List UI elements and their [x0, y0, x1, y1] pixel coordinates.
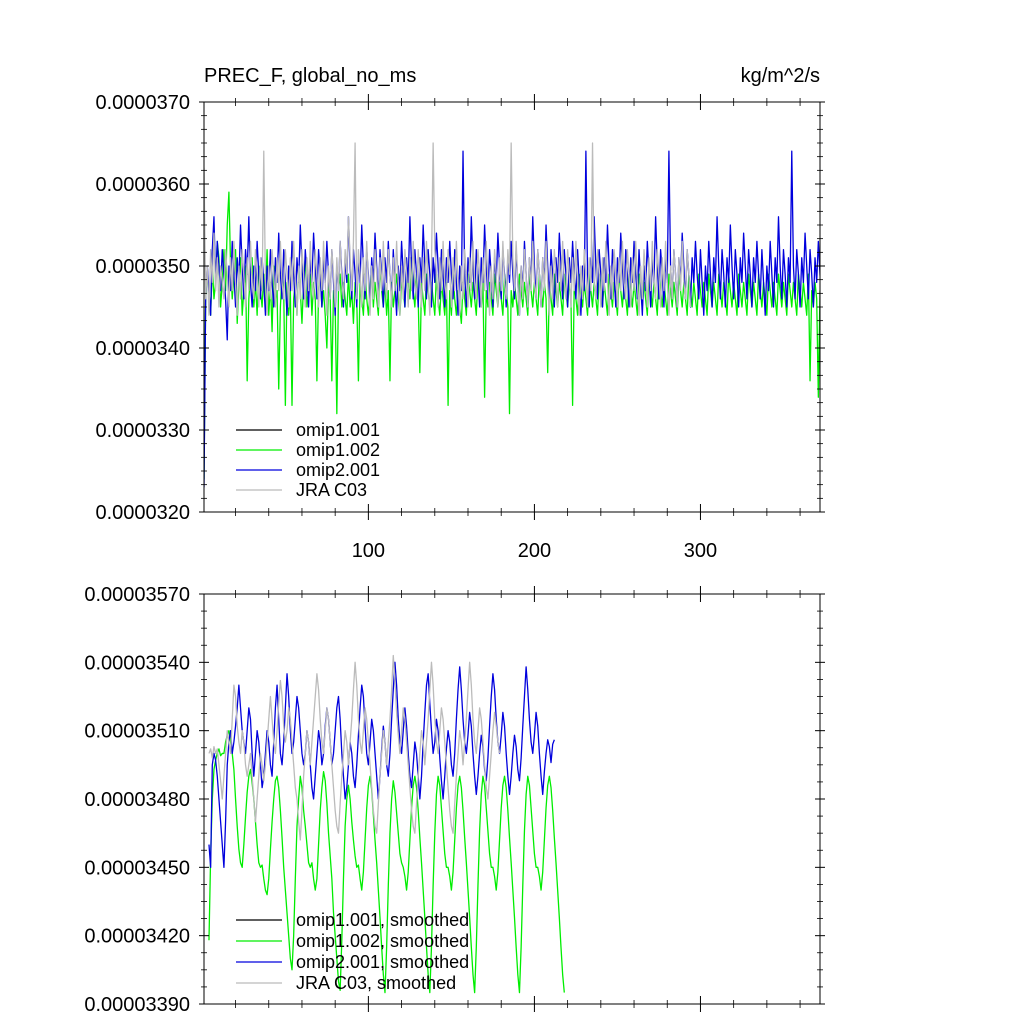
- top-y-tick-label: 0.0000340: [95, 338, 190, 360]
- bottom-chart-panel: 0.00003390 0.00003420 0.00003450 0.00003480…: [84, 584, 825, 1016]
- bottom-y-tick-label: 0.00003540: [84, 652, 190, 674]
- bottom-y-tick-label: 0.00003450: [84, 857, 190, 879]
- top-x-tick-label: 300: [684, 540, 717, 562]
- top-legend-label-1: omip1.002: [296, 440, 380, 460]
- top-x-tick-label: 100: [352, 540, 385, 562]
- top-chart-title: PREC_F, global_no_ms: [204, 65, 416, 87]
- top-y-tick-label: 0.0000350: [95, 256, 190, 278]
- bottom-y-tick-label: 0.00003570: [84, 584, 190, 606]
- top-y-tick-label: 0.0000360: [95, 174, 190, 196]
- top-chart-panel: PREC_F, global_no_ms kg/m^2/s 0.00003200…: [95, 65, 825, 562]
- bottom-series-line-1: [208, 730, 565, 994]
- top-x-tick-label: 200: [518, 540, 551, 562]
- top-chart-units: kg/m^2/s: [741, 65, 820, 87]
- top-y-tick-label: 0.0000330: [95, 420, 190, 442]
- bottom-series-line-3: [208, 654, 501, 841]
- bottom-y-tick-label: 0.00003480: [84, 789, 190, 811]
- top-series-line-3: [204, 142, 692, 316]
- bottom-legend-label-2: omip2.001, smoothed: [296, 952, 469, 972]
- top-legend-label-2: omip2.001: [296, 460, 380, 480]
- top-y-tick-label: 0.0000370: [95, 92, 190, 114]
- bottom-chart-lines: [208, 654, 565, 994]
- bottom-chart-axes: 0.00003390 0.00003420 0.00003450 0.00003480…: [84, 584, 825, 1016]
- top-chart-lines: [204, 142, 820, 488]
- bottom-legend-label-1: omip1.002, smoothed: [296, 931, 469, 951]
- bottom-legend-label-3: JRA C03, smoothed: [296, 973, 456, 993]
- bottom-legend-label-0: omip1.001, smoothed: [296, 910, 469, 930]
- top-legend-label-0: omip1.001: [296, 420, 380, 440]
- top-y-tick-label: 0.0000320: [95, 502, 190, 524]
- top-legend-label-3: JRA C03: [296, 480, 367, 500]
- bottom-y-tick-label: 0.00003390: [84, 994, 190, 1016]
- bottom-y-tick-label: 0.00003420: [84, 926, 190, 948]
- bottom-y-tick-label: 0.00003510: [84, 721, 190, 743]
- top-chart-axes: 0.0000320 0.0000330 0.0000340 0.0000350 0.00…: [95, 92, 825, 562]
